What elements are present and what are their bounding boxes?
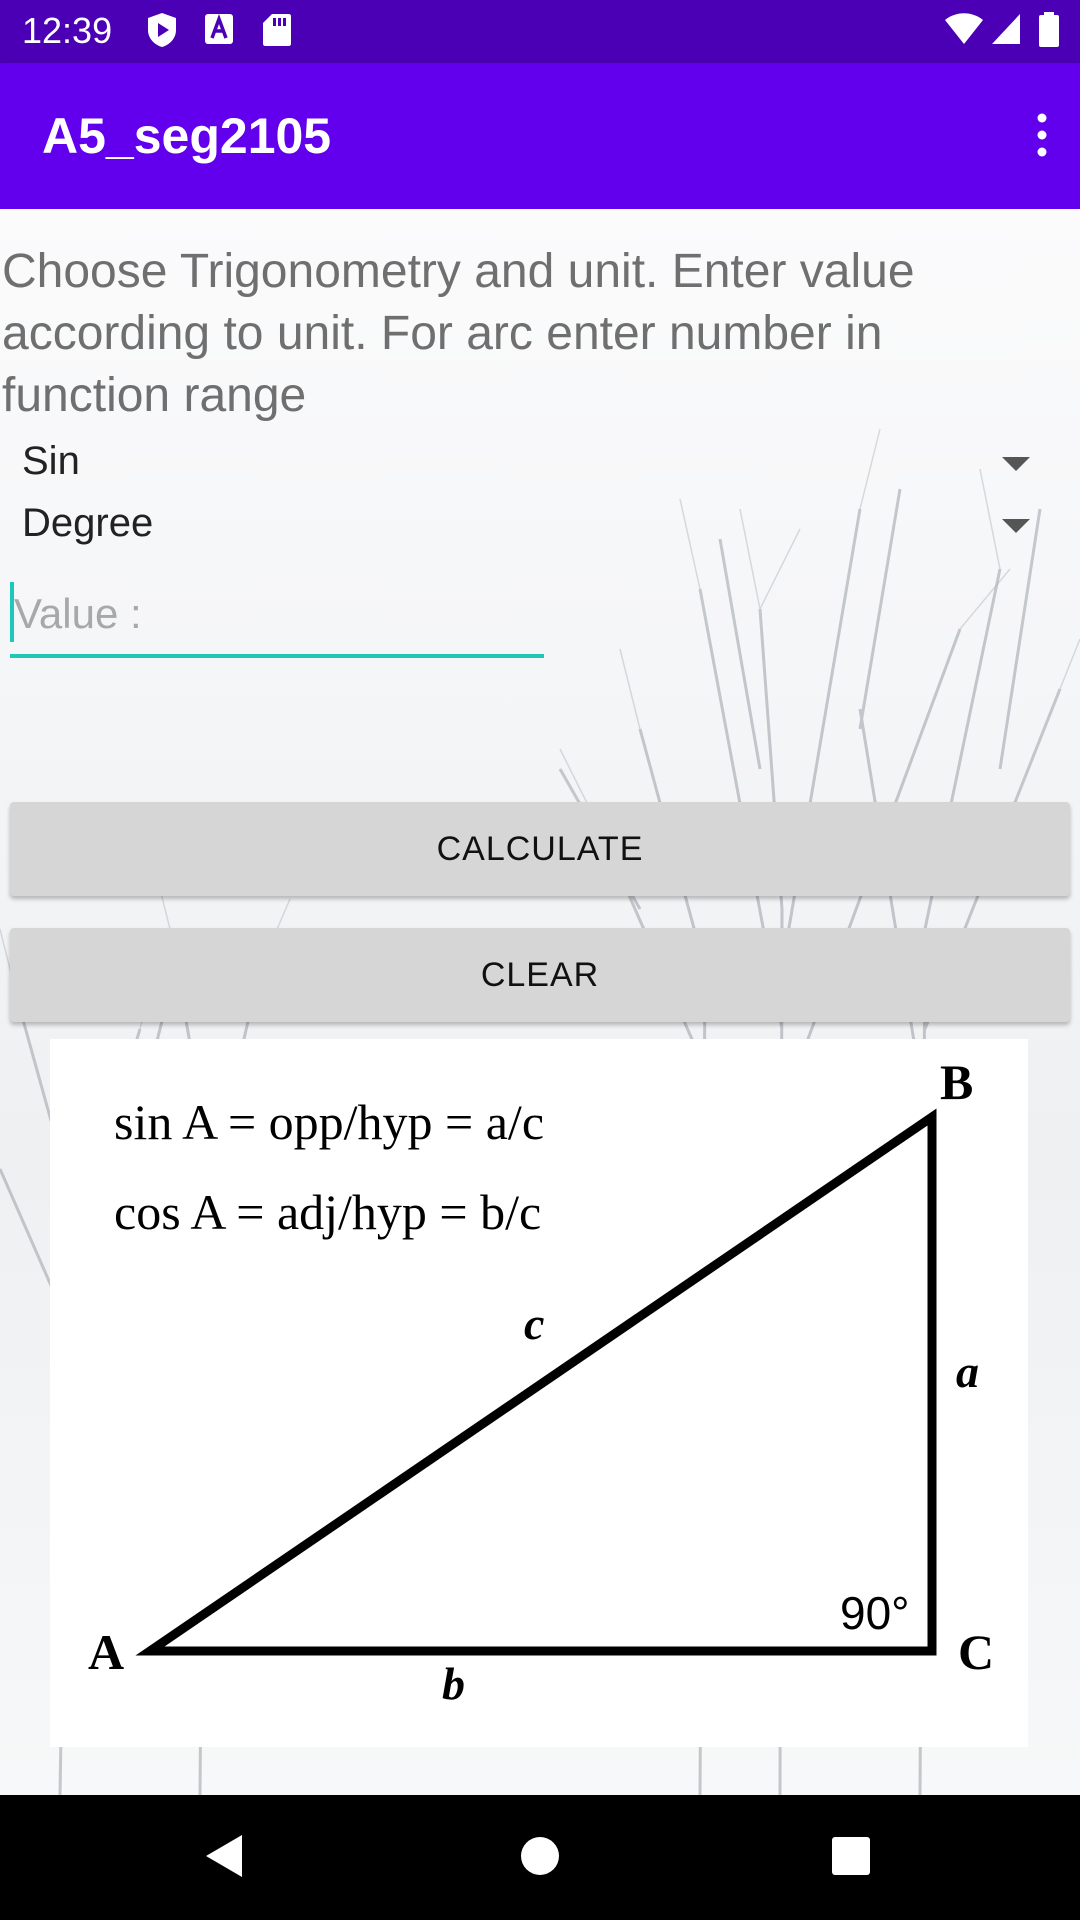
side-c-label: c: [524, 1298, 544, 1349]
status-bar: 12:39: [0, 0, 1080, 63]
unit-spinner[interactable]: Degree: [20, 495, 1040, 555]
vertex-c-label: C: [958, 1624, 994, 1680]
calculate-button[interactable]: CALCULATE: [10, 802, 1070, 896]
dropdown-arrow-icon: [1002, 457, 1030, 471]
recents-icon[interactable]: [830, 1833, 872, 1879]
overflow-menu-icon[interactable]: [1032, 113, 1052, 157]
cos-formula: cos A = adj/hyp = b/c: [114, 1184, 541, 1240]
side-b-label: b: [442, 1658, 465, 1709]
dropdown-arrow-icon: [1002, 519, 1030, 533]
side-a-label: a: [956, 1346, 979, 1397]
sin-formula: sin A = opp/hyp = a/c: [114, 1094, 544, 1150]
status-time: 12:39: [22, 10, 113, 51]
navigation-bar: [0, 1795, 1080, 1920]
home-icon[interactable]: [520, 1833, 560, 1879]
function-spinner[interactable]: Sin: [20, 433, 1040, 493]
sd-card-icon: [263, 14, 291, 46]
app-title: A5_seg2105: [42, 108, 332, 164]
vertex-a-label: A: [88, 1624, 124, 1680]
function-spinner-value: Sin: [22, 439, 80, 483]
wifi-icon: [945, 13, 983, 44]
main-content: Choose Trigonometry and unit. Enter valu…: [0, 209, 1080, 1795]
unit-spinner-value: Degree: [22, 501, 154, 545]
battery-icon: [1039, 12, 1059, 47]
right-angle-label: 90°: [840, 1587, 910, 1639]
signal-icon: [992, 14, 1020, 44]
triangle-diagram: sin A = opp/hyp = a/c cos A = adj/hyp = …: [50, 1039, 1028, 1747]
back-icon[interactable]: [204, 1833, 244, 1879]
triangle-shape: [135, 1108, 937, 1656]
clear-button[interactable]: CLEAR: [10, 928, 1070, 1022]
value-input[interactable]: [10, 574, 544, 658]
font-a-icon: [205, 13, 233, 44]
app-bar: A5_seg2105: [0, 63, 1080, 209]
vertex-b-label: B: [940, 1054, 973, 1110]
text-cursor: [10, 582, 14, 642]
play-protect-icon: [148, 13, 176, 47]
instructions-text: Choose Trigonometry and unit. Enter valu…: [2, 245, 915, 422]
